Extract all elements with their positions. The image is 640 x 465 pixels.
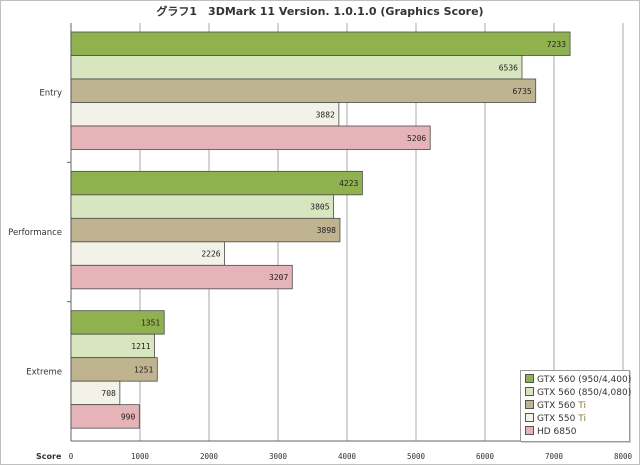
bar-value-label: 990 [121,412,136,421]
bar [70,170,363,196]
bar [70,264,293,290]
bar-value-label: 5206 [407,134,426,143]
legend-item-gtx560-950: GTX 560 (950/4,400) [525,374,631,386]
legend-swatch [525,413,534,422]
x-tick-label: 6000 [476,452,495,461]
legend-label: GTX 550 [537,414,579,424]
bar-value-label: 1251 [134,365,153,374]
legend-swatch [525,426,534,435]
x-tick-label: 1000 [131,452,150,461]
y-category-label: Performance [8,228,62,238]
bar [70,31,571,56]
bar-value-label: 7233 [547,40,566,49]
bar [70,217,341,243]
x-tick-label: 7000 [545,452,564,461]
legend-label: HD 6850 [537,427,577,437]
bar-value-label: 3898 [317,226,336,235]
legend-label: GTX 560 (950/4,400) [537,375,632,385]
x-tick-label: 4000 [338,452,357,461]
legend-swatch [525,374,534,383]
legend-item-gtx550ti: GTX 550 Ti [525,413,586,425]
x-tick-label: 2000 [200,452,219,461]
bar [70,55,523,80]
bar-value-label: 1351 [141,318,160,327]
bar-value-label: 6536 [499,63,518,72]
legend-item-gtx560ti: GTX 560 Ti [525,400,586,412]
bar [70,194,334,219]
x-tick-label: 0 [69,452,74,461]
legend-swatch [525,400,534,409]
y-category-label: Entry [39,89,62,99]
bar-value-label: 2226 [201,250,220,259]
legend-swatch [525,387,534,396]
legend-label: GTX 560 (850/4,080) [537,388,632,398]
x-tick-label: 3000 [269,452,288,461]
bar-value-label: 3207 [269,273,288,282]
legend-item-hd6850: HD 6850 [525,426,576,438]
chart-legend: GTX 560 (950/4,400) GTX 560 (850/4,080) … [520,370,631,442]
bar-value-label: 3805 [310,203,329,212]
bar-value-label: 3882 [316,110,335,119]
x-tick-label: 8000 [614,452,633,461]
bar-value-label: 708 [101,389,116,398]
bar [70,125,431,150]
y-category-label: Extreme [26,367,62,377]
bar [70,102,340,127]
bar [70,404,140,429]
legend-label-suffix: Ti [578,414,586,424]
chart-title: グラフ1 3DMark 11 Version. 1.0.1.0 (Graphic… [156,4,483,18]
bar-value-label: 6735 [512,87,531,96]
bar [70,78,537,103]
bar-value-label: 1211 [131,342,150,351]
bar-value-label: 4223 [339,179,358,188]
x-tick-label: 5000 [407,452,426,461]
legend-label: GTX 560 [537,401,579,411]
x-axis-label: Score [36,452,62,461]
legend-item-gtx560-850: GTX 560 (850/4,080) [525,387,631,399]
legend-label-suffix: Ti [578,401,586,411]
